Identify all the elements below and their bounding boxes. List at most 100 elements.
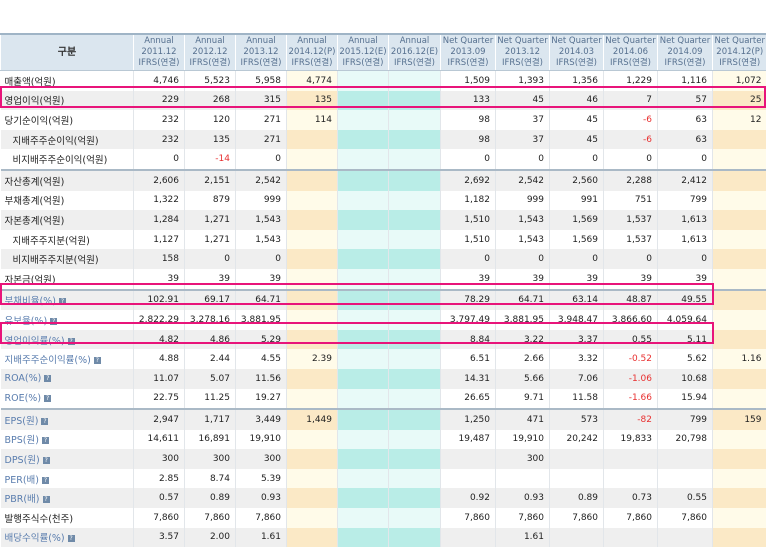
table-cell: 999 [235, 190, 287, 211]
row-label[interactable]: 유보율(%)? [0, 310, 134, 330]
table-cell [549, 468, 604, 489]
row-label[interactable]: PER(배)? [0, 468, 134, 489]
column-header-line: 2013.12 [243, 47, 279, 57]
row-label[interactable]: 영업이익률(%)? [0, 329, 134, 350]
table-cell: 7,860 [657, 508, 713, 528]
table-cell: 2,692 [440, 168, 496, 191]
column-header: Annual 2016.12(E) IFRS(연결) [388, 33, 441, 71]
table-cell: 3.57 [133, 527, 185, 548]
table-cell: 271 [235, 129, 287, 150]
row-label-text[interactable]: BPS(원) [4, 435, 39, 447]
row-label[interactable]: ROA(%)? [0, 368, 134, 389]
table-cell [286, 310, 338, 330]
table-cell: 0.55 [657, 488, 713, 509]
table-cell [337, 90, 389, 111]
table-cell [337, 210, 389, 230]
table-cell [286, 149, 338, 170]
table-cell [712, 329, 766, 350]
table-cell: 2,288 [603, 168, 658, 191]
help-icon[interactable]: ? [67, 535, 75, 543]
row-label-text[interactable]: 지배주주순이익률(%) [4, 355, 91, 367]
table-cell [286, 449, 338, 469]
row-label-text[interactable]: ROA(%) [4, 373, 42, 385]
table-cell: 0 [495, 149, 550, 170]
table-cell: 39 [235, 268, 287, 290]
table-cell: 11.07 [133, 368, 185, 389]
table-cell [337, 149, 389, 170]
help-icon[interactable]: ? [42, 457, 50, 465]
table-cell: 0 [657, 249, 713, 269]
table-cell [337, 408, 389, 430]
table-cell: 1,250 [440, 408, 496, 430]
table-cell: 5.11 [657, 329, 713, 350]
row-label-text[interactable]: PER(배) [4, 474, 40, 486]
table-cell: 1,569 [549, 229, 604, 250]
column-header: Net Quarter 2014.06 IFRS(연결) [603, 33, 658, 71]
table-cell: 879 [184, 190, 236, 211]
help-icon[interactable]: ? [58, 298, 66, 306]
row-label[interactable]: EPS(원)? [0, 408, 134, 430]
table-row: BPS(원)? 14,611 16,891 19,910 19,487 19,910 20,… [0, 429, 766, 450]
column-header-line: Net Quarter [659, 36, 711, 46]
table-cell: 57 [657, 90, 713, 111]
table-cell [337, 168, 389, 191]
table-cell [286, 368, 338, 389]
table-cell: 7,860 [603, 508, 658, 528]
table-cell: 7,860 [549, 508, 604, 528]
help-icon[interactable]: ? [50, 317, 58, 325]
table-cell: 1,229 [603, 70, 658, 91]
row-label[interactable]: 배당수익률(%)? [0, 527, 134, 548]
table-row: 영업이익률(%)? 4.82 4.86 5.29 8.84 3.22 3.37 0.55 5.1… [0, 329, 766, 350]
column-header-line: Annual [144, 36, 174, 46]
help-icon[interactable]: ? [67, 337, 75, 345]
row-label[interactable]: ROE(%)? [0, 388, 134, 410]
table-cell: 98 [440, 110, 496, 130]
table-cell: 5.62 [657, 349, 713, 369]
row-label[interactable]: PBR(배)? [0, 488, 134, 509]
row-label-text[interactable]: EPS(원) [4, 415, 39, 427]
row-label-text: 부채총계(억원) [4, 196, 65, 208]
help-icon[interactable]: ? [44, 394, 52, 402]
row-label-text[interactable]: ROE(%) [4, 392, 42, 404]
table-cell: 7,860 [184, 508, 236, 528]
table-cell: 1,510 [440, 210, 496, 230]
help-icon[interactable]: ? [41, 417, 49, 425]
row-label-text[interactable]: PBR(배) [4, 494, 40, 506]
table-row: 비지배주주지분(억원) 158 0 0 0 0 0 0 0 [0, 249, 766, 269]
help-icon[interactable]: ? [93, 357, 101, 365]
table-cell: 2,542 [495, 168, 550, 191]
row-label-text[interactable]: 부채비율(%) [4, 296, 56, 308]
table-cell: 37 [495, 110, 550, 130]
table-cell: 268 [184, 90, 236, 111]
table-cell [388, 368, 441, 389]
column-header-line: Annual [348, 36, 378, 46]
help-icon[interactable]: ? [44, 375, 52, 383]
row-label-text[interactable]: 배당수익률(%) [4, 533, 65, 545]
table-cell: 300 [495, 449, 550, 469]
table-row: 영업이익(억원) 229 268 315 135 133 45 46 7 57 25 [0, 90, 766, 111]
column-header-line: Annual [195, 36, 225, 46]
help-icon[interactable]: ? [42, 496, 50, 504]
table-cell: 1.61 [495, 527, 550, 548]
table-cell: 2.39 [286, 349, 338, 369]
table-cell [712, 527, 766, 548]
table-cell: 7 [603, 90, 658, 111]
row-label[interactable]: BPS(원)? [0, 429, 134, 450]
table-cell: 7,860 [235, 508, 287, 528]
column-header-line: IFRS(연결) [394, 58, 435, 68]
row-label[interactable]: 부채비율(%)? [0, 288, 134, 311]
column-header-line: Net Quarter [605, 36, 656, 46]
table-cell: 1,116 [657, 70, 713, 91]
row-label[interactable]: 지배주주순이익률(%)? [0, 349, 134, 369]
row-label-text[interactable]: 영업이익률(%) [4, 335, 65, 347]
help-icon[interactable]: ? [41, 437, 49, 445]
help-icon[interactable]: ? [42, 476, 49, 484]
row-label[interactable]: DPS(원)? [0, 449, 134, 469]
table-cell: 3,278.16 [184, 310, 236, 330]
column-header-line: 2014.12(P) [288, 47, 336, 57]
table-cell: 5.29 [235, 329, 287, 350]
row-label-text[interactable]: 유보율(%) [4, 315, 48, 327]
table-cell: 78.29 [440, 288, 496, 311]
table-cell [549, 527, 604, 548]
row-label-text[interactable]: DPS(원) [4, 455, 40, 467]
